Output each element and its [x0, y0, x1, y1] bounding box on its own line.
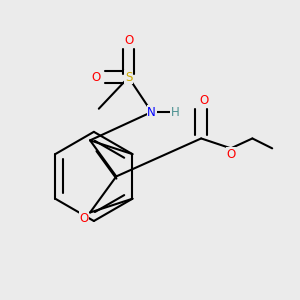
Text: N: N	[147, 106, 156, 118]
Text: O: O	[199, 94, 208, 107]
Text: O: O	[80, 212, 89, 225]
Text: S: S	[125, 71, 132, 84]
Text: O: O	[92, 71, 101, 84]
Text: H: H	[170, 106, 179, 118]
Text: O: O	[226, 148, 236, 161]
Text: O: O	[124, 34, 133, 46]
